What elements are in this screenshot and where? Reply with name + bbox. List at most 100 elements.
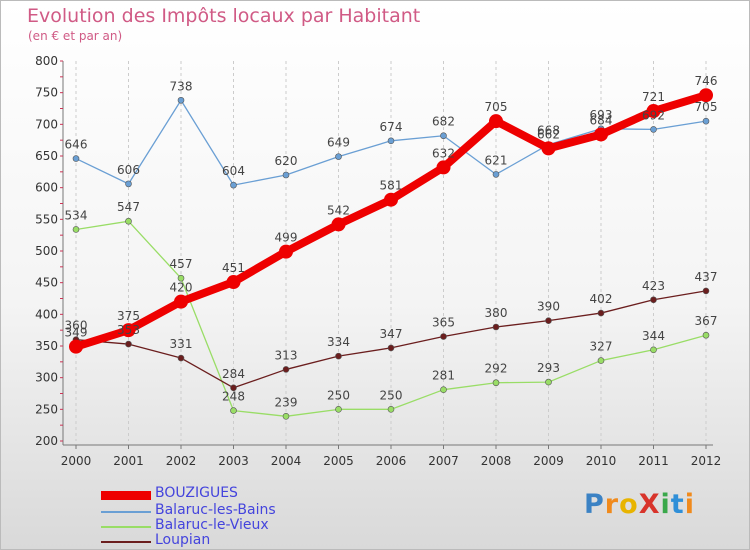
data-point: [230, 181, 237, 189]
y-tick-label: 550: [35, 212, 58, 226]
y-tick-label: 500: [35, 244, 58, 258]
logo-letter: P: [584, 489, 605, 520]
data-point: [230, 407, 237, 414]
data-point: [650, 346, 657, 354]
data-label: 360: [65, 319, 88, 333]
data-point: [702, 331, 710, 339]
data-point: [594, 127, 608, 142]
data-labels-layer: 646 606 738 604 620 649 674 682 621 668 693 692 705 5…: [65, 74, 718, 409]
data-label: 375: [117, 309, 140, 323]
data-point: [646, 104, 661, 119]
data-label: 437: [695, 270, 718, 284]
data-label: 499: [275, 231, 298, 245]
data-label: 682: [432, 115, 455, 129]
logo-letter: X: [638, 489, 661, 520]
data-point: [125, 217, 132, 225]
legend-label: Balaruc-les-Bains: [155, 502, 276, 518]
data-label: 646: [65, 138, 88, 152]
data-point: [440, 386, 447, 394]
data-point: [440, 333, 447, 340]
legend-swatch: [101, 490, 151, 500]
legend-swatch: [101, 511, 151, 513]
data-point: [545, 378, 552, 386]
y-tick-label: 250: [35, 402, 58, 416]
data-point: [650, 296, 657, 304]
data-point: [492, 171, 500, 178]
data-label: 293: [537, 361, 560, 375]
data-label: 402: [590, 292, 613, 306]
y-tick-label: 800: [35, 54, 58, 68]
data-point: [125, 180, 132, 188]
data-label: 606: [117, 163, 140, 177]
data-label: 542: [327, 203, 350, 217]
data-point: [230, 384, 237, 392]
data-point: [541, 141, 556, 156]
x-tick-label: 2011: [638, 454, 669, 468]
data-point: [125, 340, 132, 348]
data-label: 281: [432, 369, 455, 383]
data-label: 284: [222, 367, 245, 381]
series-layer: [69, 88, 713, 420]
data-label: 390: [537, 300, 560, 314]
data-label: 327: [590, 340, 613, 354]
legend-label: Loupian: [155, 532, 211, 548]
logo-letter: t: [670, 489, 685, 520]
data-point: [177, 274, 185, 282]
data-label: 423: [642, 279, 665, 293]
data-label: 738: [170, 79, 193, 93]
data-point: [545, 317, 552, 324]
x-tick-label: 2001: [113, 454, 144, 468]
data-label: 674: [380, 120, 403, 134]
data-point: [387, 406, 395, 413]
data-label: 721: [642, 90, 665, 104]
data-label: 457: [170, 257, 193, 271]
data-label: 380: [485, 306, 508, 320]
data-label: 250: [380, 388, 403, 402]
data-point: [177, 354, 185, 362]
data-point: [699, 88, 713, 103]
x-tick-label: 2003: [218, 454, 249, 468]
data-label: 313: [275, 348, 298, 362]
data-label: 620: [275, 154, 298, 168]
data-label: 367: [695, 314, 718, 328]
data-label: 239: [275, 395, 298, 409]
data-point: [387, 344, 395, 352]
axes: 200 250 300 350 400 450 500 550 600 650 700 750 800 2…: [35, 54, 721, 468]
data-label: 248: [222, 390, 245, 404]
data-label: 365: [432, 316, 455, 330]
x-tick-label: 2000: [61, 454, 92, 468]
x-tick-label: 2007: [428, 454, 459, 468]
data-point: [702, 117, 710, 125]
proxiti-logo: ProXiti: [584, 489, 695, 520]
data-point: [72, 155, 80, 162]
x-tick-label: 2002: [166, 454, 197, 468]
data-label: 347: [380, 327, 403, 341]
data-label: 250: [327, 388, 350, 402]
data-label: 693: [590, 108, 613, 122]
legend-swatch: [101, 541, 151, 543]
data-point: [650, 126, 657, 133]
data-point: [489, 114, 503, 129]
x-tick-label: 2012: [691, 454, 722, 468]
data-point: [121, 323, 136, 338]
data-label: 292: [485, 362, 508, 376]
data-label: 534: [65, 208, 88, 222]
x-tick-label: 2005: [323, 454, 354, 468]
data-point: [282, 412, 290, 420]
data-label: 705: [695, 100, 718, 114]
data-label: 547: [117, 200, 140, 214]
legend-label: BOUZIGUES: [155, 485, 238, 501]
data-point: [597, 309, 605, 317]
data-point: [492, 379, 500, 387]
logo-letter: o: [619, 489, 639, 520]
logo-letter: i: [660, 489, 671, 520]
y-tick-label: 400: [35, 307, 58, 321]
legend-label: Balaruc-le-Vieux: [155, 517, 269, 533]
data-label: 353: [117, 323, 140, 337]
data-point: [335, 352, 342, 360]
data-label: 662: [537, 127, 560, 141]
data-label: 649: [327, 136, 350, 150]
y-tick-label: 600: [35, 181, 58, 195]
data-label: 604: [222, 164, 245, 178]
